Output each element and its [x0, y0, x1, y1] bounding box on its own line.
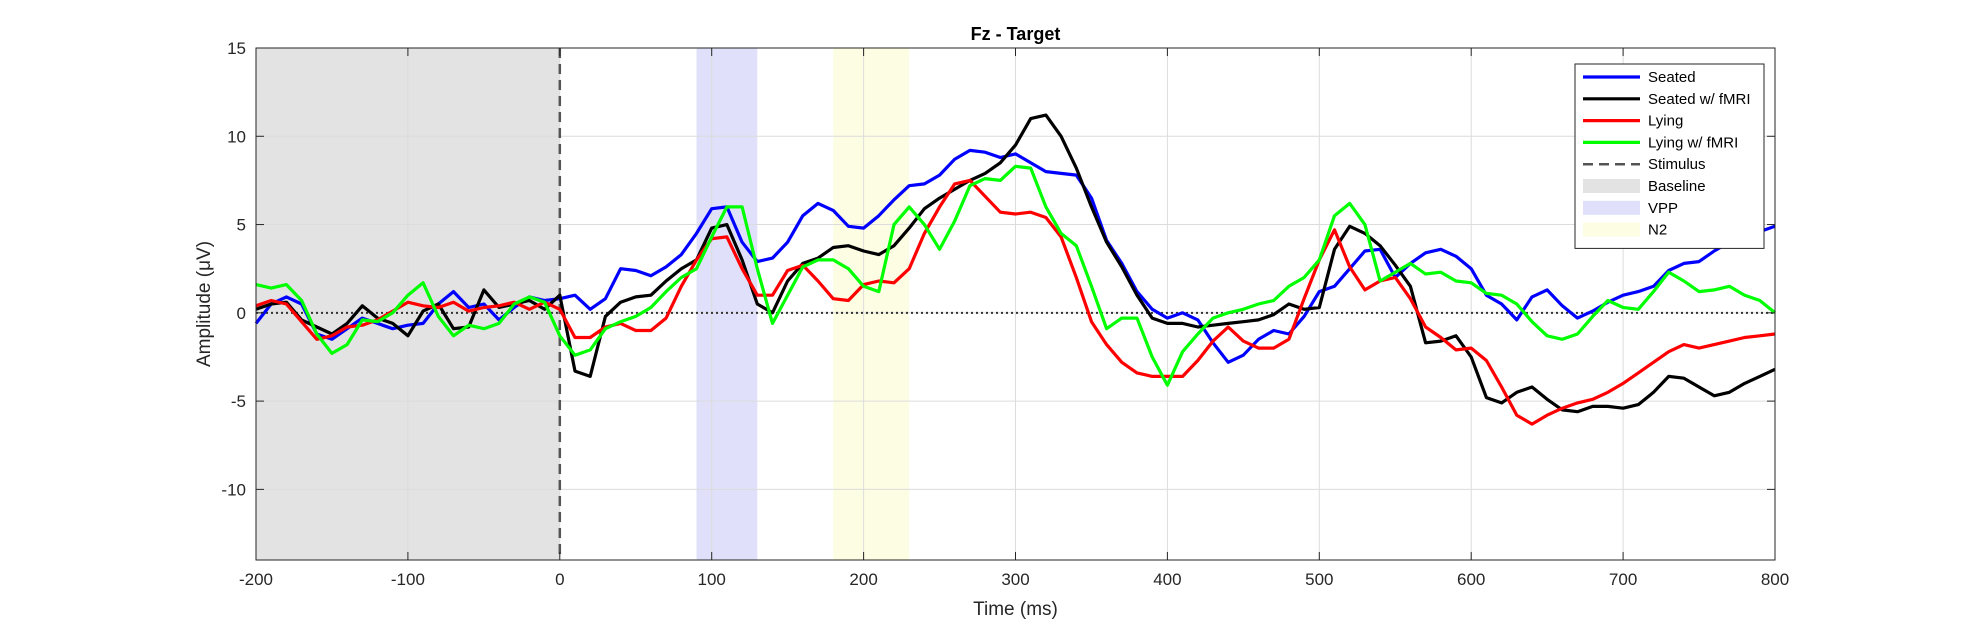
legend-label-lying-w-fmri: Lying w/ fMRI — [1648, 134, 1738, 151]
legend-label-lying: Lying — [1648, 113, 1683, 130]
x-axis-label: Time (ms) — [973, 599, 1058, 620]
x-tick-label: -100 — [391, 570, 425, 589]
y-tick-label: -10 — [221, 480, 246, 499]
legend-swatch-n2 — [1583, 222, 1640, 237]
series-line-seated-w-fmri — [255, 113, 1776, 414]
legend-box — [1574, 63, 1765, 249]
band-vpp — [696, 48, 758, 560]
x-tick-label: 800 — [1761, 570, 1789, 589]
legend-label-seated-w-fmri: Seated w/ fMRI — [1648, 91, 1751, 108]
series-line-lying — [255, 178, 1776, 426]
legend: Seated Seated w/ fMRI Lying Lying w/ fMRI St… — [1574, 63, 1765, 249]
axis-ticks: -200 -100 0 100 200 300 400 500 600 700 800 -10 -5 0 5… — [221, 39, 1789, 589]
y-tick-label: 15 — [227, 39, 246, 58]
x-tick-label: 100 — [698, 570, 726, 589]
y-tick-label: 5 — [237, 216, 246, 235]
legend-label-stimulus: Stimulus — [1648, 156, 1706, 173]
y-tick-label: 10 — [227, 127, 246, 146]
x-tick-label: 500 — [1305, 570, 1333, 589]
legend-label-n2: N2 — [1648, 222, 1667, 239]
x-tick-label: 0 — [555, 570, 564, 589]
chart-title: Fz - Target — [971, 24, 1061, 44]
legend-swatch-baseline — [1583, 179, 1640, 193]
y-tick-label: -5 — [231, 392, 246, 411]
x-tick-label: 400 — [1153, 570, 1181, 589]
legend-label-baseline: Baseline — [1648, 178, 1706, 195]
x-tick-label: 200 — [849, 570, 877, 589]
legend-swatch-vpp — [1583, 200, 1640, 215]
y-tick-label: 0 — [237, 304, 246, 323]
y-axis-label: Amplitude (μV) — [194, 241, 215, 367]
x-tick-label: -200 — [239, 570, 273, 589]
legend-label-seated: Seated — [1648, 69, 1696, 86]
x-tick-label: 300 — [1001, 570, 1029, 589]
band-n2 — [833, 48, 910, 560]
x-tick-label: 700 — [1609, 570, 1637, 589]
legend-label-vpp: VPP — [1648, 200, 1678, 217]
series-lines — [254, 113, 1777, 426]
x-tick-label: 600 — [1457, 570, 1485, 589]
series-line-lying-w-fmri — [255, 164, 1777, 387]
